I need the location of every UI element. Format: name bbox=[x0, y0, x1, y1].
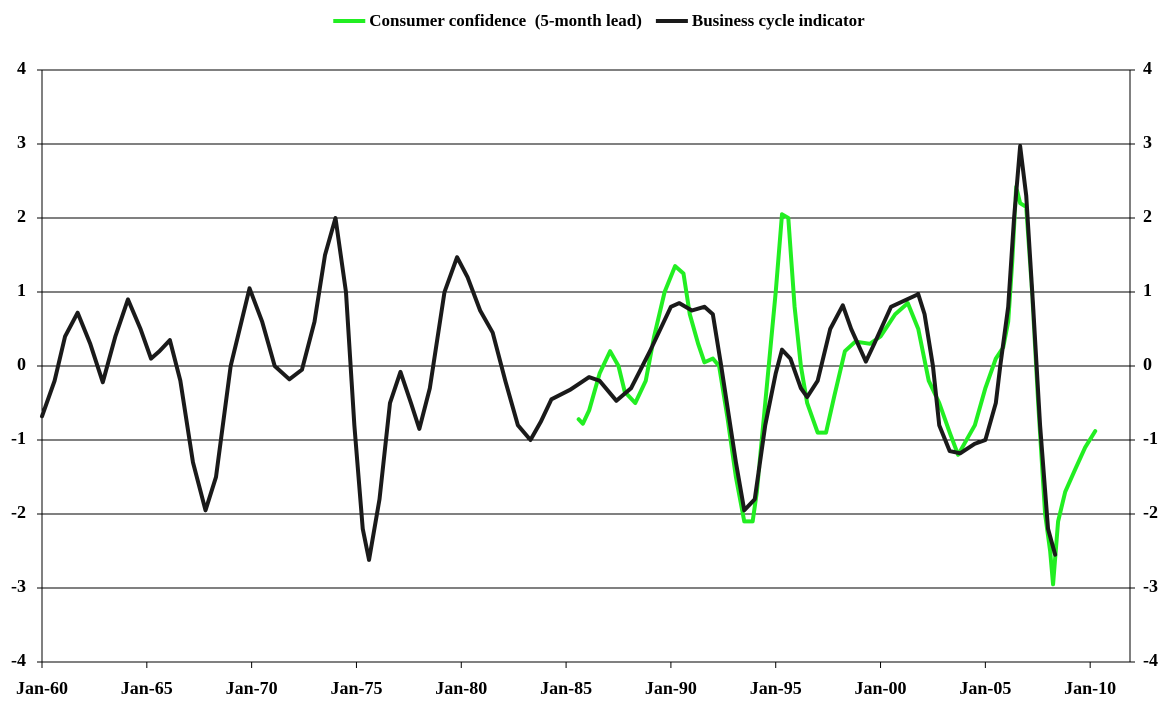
y-tick-label: 2 bbox=[17, 206, 26, 226]
y2-tick-label: -1 bbox=[1143, 428, 1158, 448]
y-tick-label: 0 bbox=[17, 354, 26, 374]
x-tick-label: Jan-00 bbox=[855, 678, 907, 698]
x-tick-label: Jan-90 bbox=[645, 678, 697, 698]
y2-tick-label: -2 bbox=[1143, 502, 1158, 522]
y-tick-label: -4 bbox=[11, 650, 26, 670]
x-tick-label: Jan-75 bbox=[330, 678, 382, 698]
x-tick-label: Jan-70 bbox=[226, 678, 278, 698]
y-tick-label: 4 bbox=[17, 58, 26, 78]
x-tick-label: Jan-60 bbox=[16, 678, 68, 698]
y-tick-label: -1 bbox=[11, 428, 26, 448]
y2-tick-label: 0 bbox=[1143, 354, 1152, 374]
x-tick-label: Jan-65 bbox=[121, 678, 173, 698]
y2-tick-label: -3 bbox=[1143, 576, 1158, 596]
x-tick-label: Jan-95 bbox=[750, 678, 802, 698]
legend-label: Business cycle indicator bbox=[692, 11, 865, 30]
x-tick-label: Jan-10 bbox=[1064, 678, 1116, 698]
y-tick-label: 3 bbox=[17, 132, 26, 152]
legend-label: Consumer confidence (5-month lead) bbox=[369, 11, 642, 30]
x-tick-label: Jan-85 bbox=[540, 678, 592, 698]
y-tick-label: 1 bbox=[17, 280, 26, 300]
y2-tick-label: 1 bbox=[1143, 280, 1152, 300]
legend: Consumer confidence (5-month lead) Busine… bbox=[333, 11, 865, 30]
y2-tick-label: 3 bbox=[1143, 132, 1152, 152]
line-series bbox=[40, 144, 1058, 562]
y2-tick-label: 2 bbox=[1143, 206, 1152, 226]
y-tick-label: -3 bbox=[11, 576, 26, 596]
x-tick-label: Jan-80 bbox=[435, 678, 487, 698]
x-tick-label: Jan-05 bbox=[959, 678, 1011, 698]
line-series bbox=[576, 184, 1098, 587]
y2-tick-label: 4 bbox=[1143, 58, 1152, 78]
y2-tick-label: -4 bbox=[1143, 650, 1158, 670]
y-tick-label: -2 bbox=[11, 502, 26, 522]
